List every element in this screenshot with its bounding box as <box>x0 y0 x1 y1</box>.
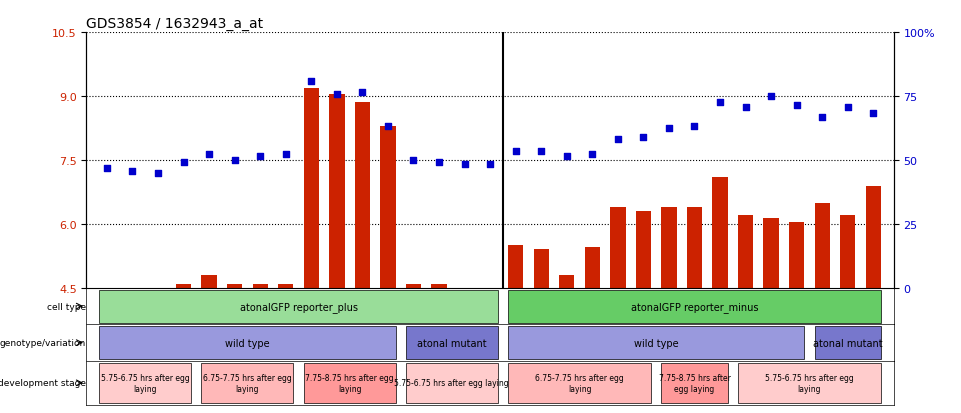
FancyBboxPatch shape <box>738 363 881 403</box>
Bar <box>687 207 702 288</box>
Bar <box>763 218 778 288</box>
Point <box>456 161 472 168</box>
Text: development stage: development stage <box>0 378 86 387</box>
Text: atonal mutant: atonal mutant <box>417 338 486 348</box>
FancyBboxPatch shape <box>99 290 498 323</box>
Text: atonal mutant: atonal mutant <box>813 338 882 348</box>
Bar <box>431 284 447 288</box>
Text: 5.75-6.75 hrs after egg
laying: 5.75-6.75 hrs after egg laying <box>765 373 853 392</box>
Point <box>687 123 702 130</box>
FancyBboxPatch shape <box>406 326 498 359</box>
Point <box>482 161 498 168</box>
Point <box>330 91 345 98</box>
Point <box>712 100 727 107</box>
Point <box>304 78 319 85</box>
FancyBboxPatch shape <box>661 363 727 403</box>
Text: wild type: wild type <box>634 338 678 348</box>
Point <box>150 170 165 177</box>
FancyBboxPatch shape <box>406 363 498 403</box>
Bar <box>253 284 268 288</box>
Point <box>381 123 396 130</box>
FancyBboxPatch shape <box>99 326 396 359</box>
Bar <box>559 275 575 288</box>
Text: 7.75-8.75 hrs after egg
laying: 7.75-8.75 hrs after egg laying <box>306 373 394 392</box>
Point <box>533 149 549 155</box>
Bar <box>202 275 217 288</box>
Point <box>227 157 242 164</box>
Bar <box>840 216 855 288</box>
Text: 7.75-8.75 hrs after
egg laying: 7.75-8.75 hrs after egg laying <box>658 373 730 392</box>
Bar <box>712 178 727 288</box>
Point <box>584 151 600 157</box>
FancyBboxPatch shape <box>202 363 293 403</box>
Bar <box>304 88 319 288</box>
Point <box>431 159 447 166</box>
Text: cell type: cell type <box>47 302 86 311</box>
Point <box>278 151 293 157</box>
Point <box>661 126 677 132</box>
Text: genotype/variation: genotype/variation <box>0 338 86 347</box>
Bar <box>176 284 191 288</box>
Bar <box>584 248 600 288</box>
Bar <box>406 284 421 288</box>
Point <box>202 151 217 157</box>
Point <box>763 93 778 100</box>
Bar <box>508 246 524 288</box>
Text: wild type: wild type <box>225 338 270 348</box>
Point <box>840 104 855 111</box>
Point <box>508 149 524 155</box>
Text: atonalGFP reporter_minus: atonalGFP reporter_minus <box>630 301 758 312</box>
Bar <box>610 207 626 288</box>
Text: GDS3854 / 1632943_a_at: GDS3854 / 1632943_a_at <box>86 17 263 31</box>
Bar <box>381 126 396 288</box>
Text: 5.75-6.75 hrs after egg
laying: 5.75-6.75 hrs after egg laying <box>101 373 189 392</box>
Point <box>789 102 804 109</box>
FancyBboxPatch shape <box>508 326 804 359</box>
Point <box>815 115 830 121</box>
FancyBboxPatch shape <box>508 363 651 403</box>
FancyBboxPatch shape <box>99 363 191 403</box>
Point <box>610 136 626 142</box>
Bar <box>227 284 242 288</box>
Bar <box>789 222 804 288</box>
Point <box>866 111 881 117</box>
Point <box>406 157 421 164</box>
FancyBboxPatch shape <box>304 363 396 403</box>
Text: 6.75-7.75 hrs after egg
laying: 6.75-7.75 hrs after egg laying <box>203 373 292 392</box>
Point <box>253 153 268 160</box>
Bar <box>330 95 344 288</box>
Bar <box>533 250 549 288</box>
Bar <box>661 207 677 288</box>
Text: 6.75-7.75 hrs after egg
laying: 6.75-7.75 hrs after egg laying <box>535 373 624 392</box>
Bar <box>738 216 753 288</box>
Bar <box>278 284 293 288</box>
FancyBboxPatch shape <box>508 290 881 323</box>
Text: 5.75-6.75 hrs after egg laying: 5.75-6.75 hrs after egg laying <box>394 378 509 387</box>
Text: atonalGFP reporter_plus: atonalGFP reporter_plus <box>239 301 357 312</box>
Bar <box>815 203 830 288</box>
Bar <box>355 103 370 288</box>
Point <box>99 166 114 172</box>
Point <box>635 134 651 140</box>
Point <box>125 168 140 175</box>
FancyBboxPatch shape <box>815 326 881 359</box>
Point <box>355 89 370 96</box>
Point <box>559 153 575 160</box>
Point <box>176 159 191 166</box>
Bar <box>636 211 651 288</box>
Point <box>738 104 753 111</box>
Bar <box>866 186 881 288</box>
